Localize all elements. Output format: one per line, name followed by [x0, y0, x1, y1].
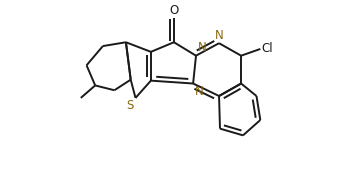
Text: N: N — [215, 29, 223, 42]
Text: O: O — [169, 4, 179, 17]
Text: S: S — [127, 99, 134, 113]
Text: N: N — [195, 85, 203, 98]
Text: Cl: Cl — [261, 42, 273, 55]
Text: N: N — [197, 41, 206, 54]
